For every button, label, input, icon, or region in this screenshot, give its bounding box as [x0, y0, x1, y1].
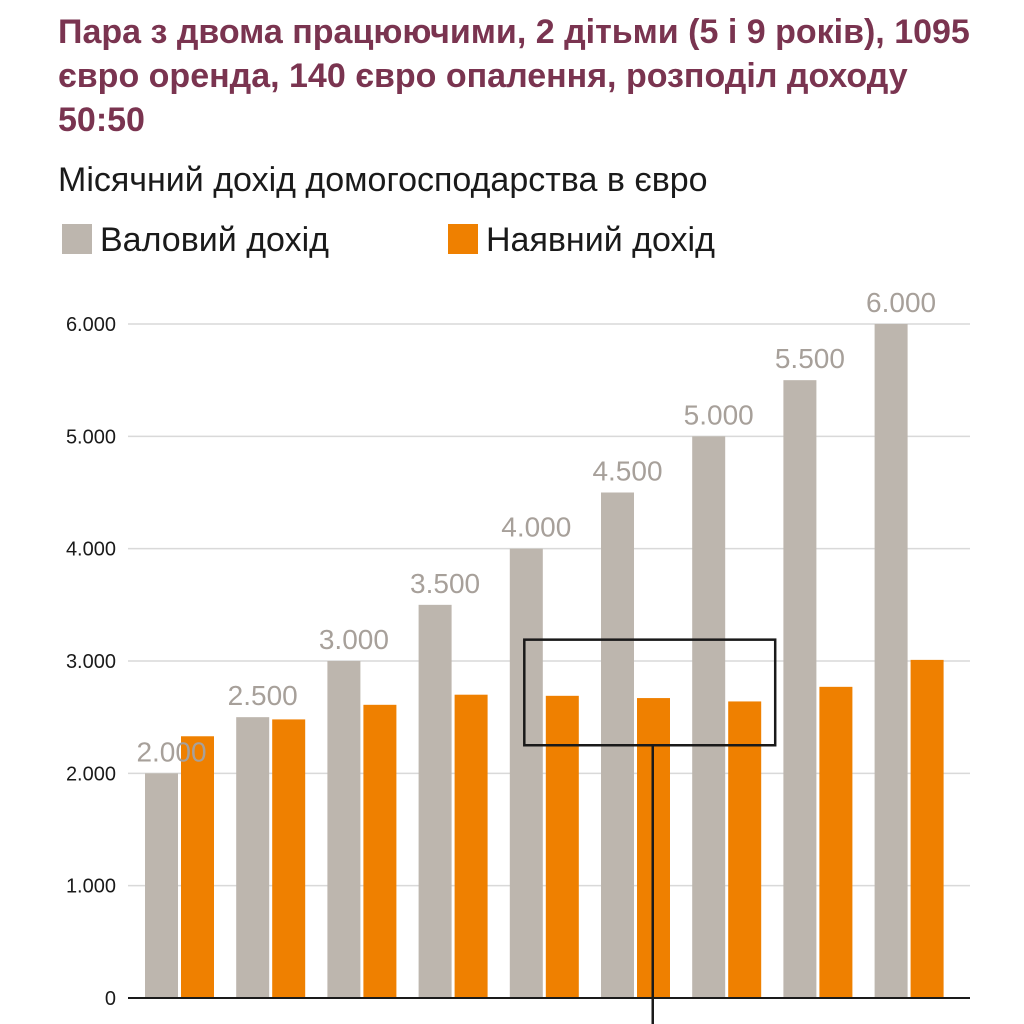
bar-net	[181, 736, 214, 998]
y-tick-label: 5.000	[66, 426, 116, 448]
bar-net	[819, 686, 853, 998]
bar-net	[728, 701, 762, 998]
legend-swatch-net	[448, 224, 478, 254]
y-tick-label: 4.000	[66, 539, 116, 561]
bar-gross	[874, 324, 908, 998]
y-tick-label: 3.000	[66, 651, 116, 673]
bar-net	[454, 694, 488, 998]
bar-gross	[418, 604, 452, 998]
y-tick-label: 6.000	[66, 314, 116, 336]
highlight-box	[523, 638, 777, 747]
y-tick-label: 0	[105, 988, 116, 1010]
data-label-gross: 4.000	[501, 512, 571, 543]
bar-net	[272, 719, 306, 998]
y-tick-label: 2.000	[66, 763, 116, 785]
bar-gross	[783, 380, 817, 999]
y-tick-label: 1.000	[66, 876, 116, 898]
legend-swatch-gross	[62, 224, 92, 254]
bar-gross	[692, 436, 726, 998]
bar-net	[545, 695, 579, 998]
chart-title: Місячний дохід домогосподарства в євро	[58, 161, 708, 199]
bar-gross	[327, 661, 361, 998]
data-label-gross: 2.500	[228, 680, 298, 711]
bar-net	[910, 659, 944, 998]
bar-gross	[145, 773, 178, 998]
data-label-gross: 5.500	[775, 343, 845, 374]
data-label-gross: 6.000	[866, 287, 936, 318]
bar-gross	[509, 548, 543, 998]
legend-label-gross: Валовий дохід	[100, 221, 329, 259]
bar-net	[363, 704, 397, 998]
data-label-gross: 4.500	[592, 456, 662, 487]
data-label-gross: 3.500	[410, 568, 480, 599]
data-label-gross: 3.000	[319, 624, 389, 655]
legend-label-net: Наявний дохід	[486, 221, 715, 259]
data-label-gross: 2.000	[136, 736, 206, 767]
chart-heading: Пара з двома працюючими, 2 дітьми (5 і 9…	[58, 13, 970, 139]
bar-gross	[236, 717, 270, 998]
data-label-gross: 5.000	[684, 399, 754, 430]
